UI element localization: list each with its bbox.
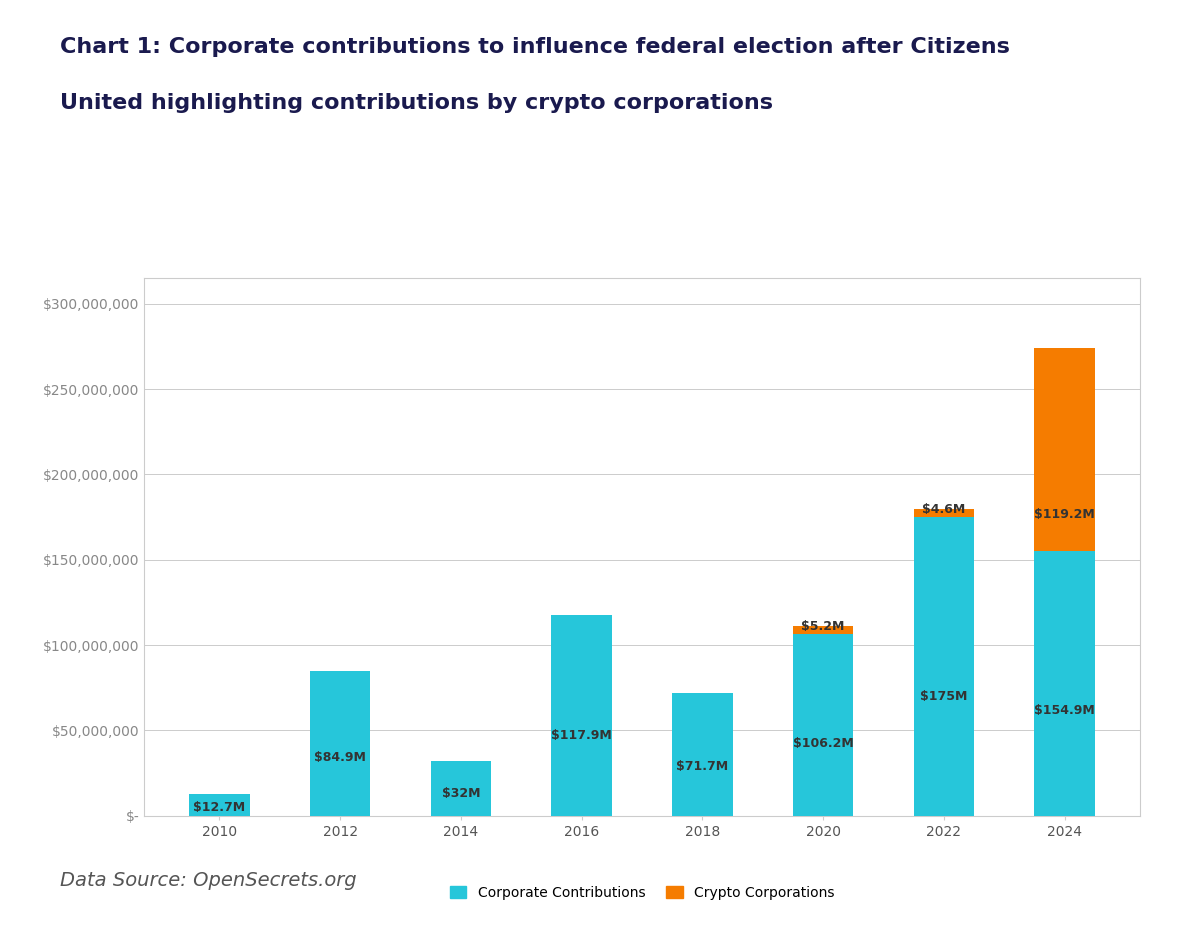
Text: $12.7M: $12.7M (193, 801, 246, 814)
Bar (913, 517, 974, 816)
Text: $119.2M: $119.2M (1034, 508, 1094, 521)
Text: $154.9M: $154.9M (1034, 704, 1094, 717)
Text: United highlighting contributions by crypto corporations: United highlighting contributions by cry… (60, 93, 773, 113)
Bar (1034, 348, 1094, 552)
Text: Chart 1: Corporate contributions to influence federal election after Citizens: Chart 1: Corporate contributions to infl… (60, 37, 1010, 57)
Text: $5.2M: $5.2M (802, 620, 845, 633)
Bar (793, 626, 853, 634)
Bar (793, 634, 853, 816)
Bar (431, 761, 491, 816)
Text: $117.9M: $117.9M (551, 729, 612, 742)
Text: $71.7M: $71.7M (677, 760, 728, 773)
Text: $175M: $175M (920, 690, 967, 703)
Text: $84.9M: $84.9M (314, 751, 366, 764)
Bar (310, 671, 371, 816)
Bar (913, 509, 974, 517)
Bar (672, 693, 732, 816)
Bar (552, 615, 612, 816)
Bar (1034, 552, 1094, 816)
Bar (190, 794, 250, 816)
Text: Data Source: OpenSecrets.org: Data Source: OpenSecrets.org (60, 871, 356, 890)
Text: $32M: $32M (442, 787, 480, 800)
Text: $4.6M: $4.6M (922, 502, 966, 516)
Legend: Corporate Contributions, Crypto Corporations: Corporate Contributions, Crypto Corporat… (444, 881, 840, 906)
Text: $106.2M: $106.2M (793, 737, 853, 750)
